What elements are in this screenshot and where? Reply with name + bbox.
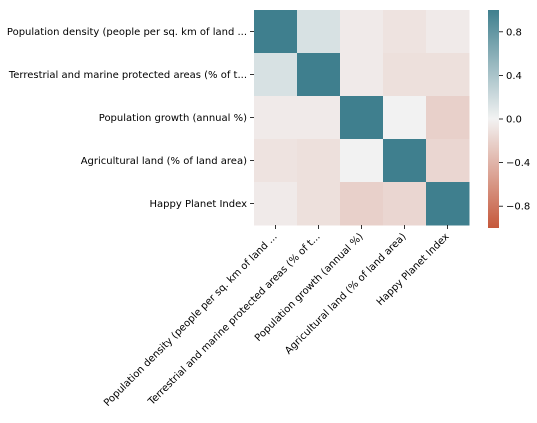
colorbar-tick-label: −0.4 bbox=[506, 158, 530, 169]
heatmap-cell bbox=[297, 53, 341, 97]
col-tick-label: Terrestrial and marine protected areas (… bbox=[146, 231, 323, 408]
heatmap-cell bbox=[297, 96, 341, 140]
heatmap-cell bbox=[297, 10, 341, 54]
row-tick-label: Agricultural land (% of land area) bbox=[81, 156, 247, 167]
heatmap-cell bbox=[340, 10, 384, 54]
heatmap-cell bbox=[426, 139, 470, 183]
row-tick-label: Population density (people per sq. km of… bbox=[7, 27, 247, 38]
heatmap-cells bbox=[254, 10, 470, 226]
heatmap-cell bbox=[254, 96, 298, 140]
heatmap-cell bbox=[426, 96, 470, 140]
heatmap-cell bbox=[297, 182, 341, 226]
row-tick-label: Happy Planet Index bbox=[150, 199, 248, 210]
heatmap-row-labels: Population density (people per sq. km of… bbox=[7, 27, 254, 210]
heatmap-cell bbox=[383, 182, 427, 226]
heatmap-cell bbox=[426, 182, 470, 226]
colorbar-ticks: 0.8 0.4 0.0 −0.4 −0.8 bbox=[499, 27, 530, 213]
heatmap-cell bbox=[383, 139, 427, 183]
col-tick-label: Happy Planet Index bbox=[375, 231, 452, 308]
heatmap-cell bbox=[297, 139, 341, 183]
colorbar-tick-label: 0.0 bbox=[506, 115, 522, 126]
row-tick-label: Terrestrial and marine protected areas (… bbox=[8, 70, 247, 81]
heatmap-col-labels: Population density (people per sq. km of… bbox=[102, 225, 452, 409]
heatmap-cell bbox=[254, 182, 298, 226]
heatmap-cell bbox=[254, 139, 298, 183]
heatmap-cell bbox=[383, 96, 427, 140]
heatmap-cell bbox=[426, 10, 470, 54]
colorbar-tick-label: 0.4 bbox=[506, 71, 522, 82]
colorbar bbox=[488, 10, 499, 228]
heatmap-cell bbox=[254, 53, 298, 97]
row-tick-label: Population growth (annual %) bbox=[99, 113, 247, 124]
heatmap-cell bbox=[426, 53, 470, 97]
heatmap-cell bbox=[340, 53, 384, 97]
heatmap-cell bbox=[340, 139, 384, 183]
heatmap-cell bbox=[383, 53, 427, 97]
heatmap-cell bbox=[383, 10, 427, 54]
col-tick-label: Population density (people per sq. km of… bbox=[102, 231, 280, 409]
colorbar-tick-label: −0.8 bbox=[506, 202, 530, 213]
heatmap-cell bbox=[254, 10, 298, 54]
heatmap-cell bbox=[340, 182, 384, 226]
heatmap-cell bbox=[340, 96, 384, 140]
colorbar-tick-label: 0.8 bbox=[506, 27, 522, 38]
